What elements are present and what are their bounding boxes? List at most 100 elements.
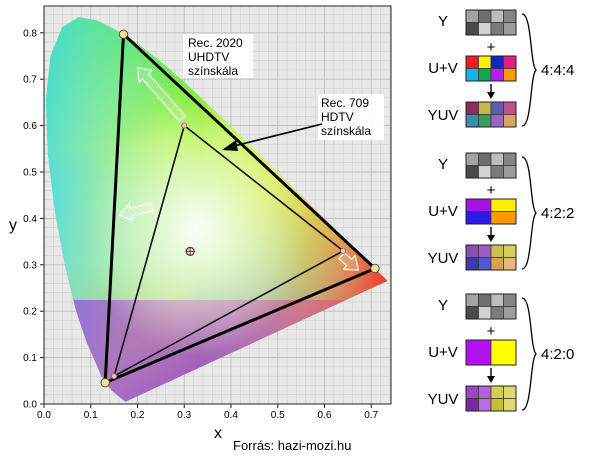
luma-grid-cell [478, 306, 492, 320]
luma-grid-cell [490, 306, 504, 320]
x-tick-label: 0.4 [224, 410, 238, 421]
y-tick-label: 0.7 [23, 75, 37, 86]
rec709-label-line2: HDTV [321, 110, 354, 124]
x-tick-label: 0.5 [271, 410, 285, 421]
group-brace [521, 297, 537, 411]
rec2020-vertex [118, 29, 129, 39]
luma-grid-cell [503, 9, 517, 23]
yuv-grid-cell [478, 244, 492, 258]
x-axis-ticks: 0.0 0.1 0.2 0.3 0.4 0.5 0.6 0.7 [37, 404, 379, 421]
rec709-annotation: Rec. 709 HDTV színskála [222, 94, 384, 151]
gamut-arrows [118, 66, 360, 271]
plus-sign: + [487, 39, 496, 56]
yuv-grid-cell [490, 244, 504, 258]
yuv-grid-cell [465, 101, 479, 115]
y-axis-ticks: 0.0 0.1 0.2 0.3 0.4 0.5 0.6 0.7 0.8 [23, 28, 44, 411]
luma-grid [465, 293, 517, 320]
yuv-grid-cell [478, 398, 492, 412]
yuv-grid-cell [503, 385, 517, 399]
y-tick-label: 0.5 [23, 168, 37, 179]
down-arrow-head [487, 235, 495, 242]
luma-grid-cell [478, 165, 492, 179]
plot-frame [43, 5, 392, 405]
rec709-vertex [111, 373, 118, 380]
chroma-grid-cell [490, 68, 504, 82]
chroma-subsampling-panel: Y + U+V YUV 4:4:4 Y + U+V YUV 4:2:2 Y + U+V YUV 4:2:0 [428, 9, 574, 412]
luma-grid-cell [465, 152, 479, 166]
subsampling-ratio-label: 4:4:4 [541, 62, 574, 79]
subsampling-group-422: Y + U+V YUV 4:2:2 [428, 152, 574, 271]
chroma-grid-cell [478, 55, 492, 69]
rec709-label-line3: színskála [321, 124, 371, 138]
y-tick-label: 0.6 [23, 121, 37, 132]
chroma-grid-cell [490, 339, 517, 366]
chroma-label: U+V [428, 203, 458, 220]
luma-grid-cell [490, 22, 504, 36]
luma-grid-cell [503, 165, 517, 179]
arrow-cyan-expansion [118, 202, 155, 222]
luma-grid-cell [490, 165, 504, 179]
chroma-grid-cell [490, 55, 504, 69]
yuv-grid-cell [503, 101, 517, 115]
yuv-label: YUV [428, 391, 459, 408]
chroma-grid-cell [465, 68, 479, 82]
y-tick-label: 0.8 [23, 28, 37, 39]
luma-grid-cell [465, 293, 479, 307]
chroma-grid-cell [503, 68, 517, 82]
rec2020-label-line1: Rec. 2020 [188, 36, 243, 50]
yuv-grid-cell [478, 257, 492, 271]
y-tick-label: 0.4 [23, 214, 37, 225]
source-credit: Forrás: hazi-mozi.hu [233, 438, 352, 453]
y-tick-label: 0.0 [23, 400, 37, 411]
yuv-grid-cell [465, 385, 479, 399]
rec2020-triangle [103, 30, 378, 386]
chroma-grid-cell [478, 68, 492, 82]
rec2020-annotation: Rec. 2020 UHDTV színskála [183, 34, 253, 78]
x-tick-label: 0.2 [131, 410, 145, 421]
group-brace [521, 13, 537, 127]
chroma-grid-cell [490, 211, 517, 225]
rec709-triangle [112, 124, 345, 378]
chroma-label: U+V [428, 344, 458, 361]
chroma-grid-cell [465, 211, 492, 225]
yuv-grid-cell [503, 398, 517, 412]
rec2020-label-line3: színskála [188, 64, 238, 78]
arrow-red-expansion [338, 252, 360, 271]
y-axis-label: y [9, 217, 17, 234]
rec2020-vertex [100, 377, 110, 388]
luma-grid-cell [490, 152, 504, 166]
yuv-grid-cell [465, 398, 479, 412]
luma-label: Y [438, 156, 448, 173]
luma-label: Y [438, 297, 448, 314]
subsampling-ratio-label: 4:2:2 [541, 205, 574, 222]
chroma-label: U+V [428, 60, 458, 77]
luma-grid-cell [478, 293, 492, 307]
yuv-label: YUV [428, 107, 459, 124]
x-tick-label: 0.1 [84, 410, 98, 421]
luma-grid-cell [478, 9, 492, 23]
yuv-grid-cell [490, 114, 504, 128]
chroma-grid-cell [465, 55, 479, 69]
yuv-grid-cell [490, 257, 504, 271]
luma-grid-cell [478, 22, 492, 36]
luma-grid-cell [478, 152, 492, 166]
plus-sign: + [487, 323, 496, 340]
yuv-grid-cell [490, 398, 504, 412]
subsampling-ratio-label: 4:2:0 [541, 346, 574, 363]
yuv-grid-cell [490, 101, 504, 115]
luma-grid-cell [503, 306, 517, 320]
y-tick-label: 0.1 [23, 353, 37, 364]
rec2020-vertex [370, 263, 380, 274]
chroma-grid-cell [490, 198, 517, 212]
rec709-pointer-arrowhead [222, 140, 238, 151]
luma-grid-cell [503, 22, 517, 36]
rec709-vertex [181, 122, 188, 129]
rec2020-label-line2: UHDTV [188, 50, 229, 64]
yuv-label: YUV [428, 250, 459, 267]
subsampling-group-420: Y + U+V YUV 4:2:0 [428, 293, 574, 412]
yuv-grid-cell [478, 385, 492, 399]
yuv-grid-cell [503, 114, 517, 128]
chroma-grid-cell [465, 198, 492, 212]
white-point [185, 246, 195, 256]
